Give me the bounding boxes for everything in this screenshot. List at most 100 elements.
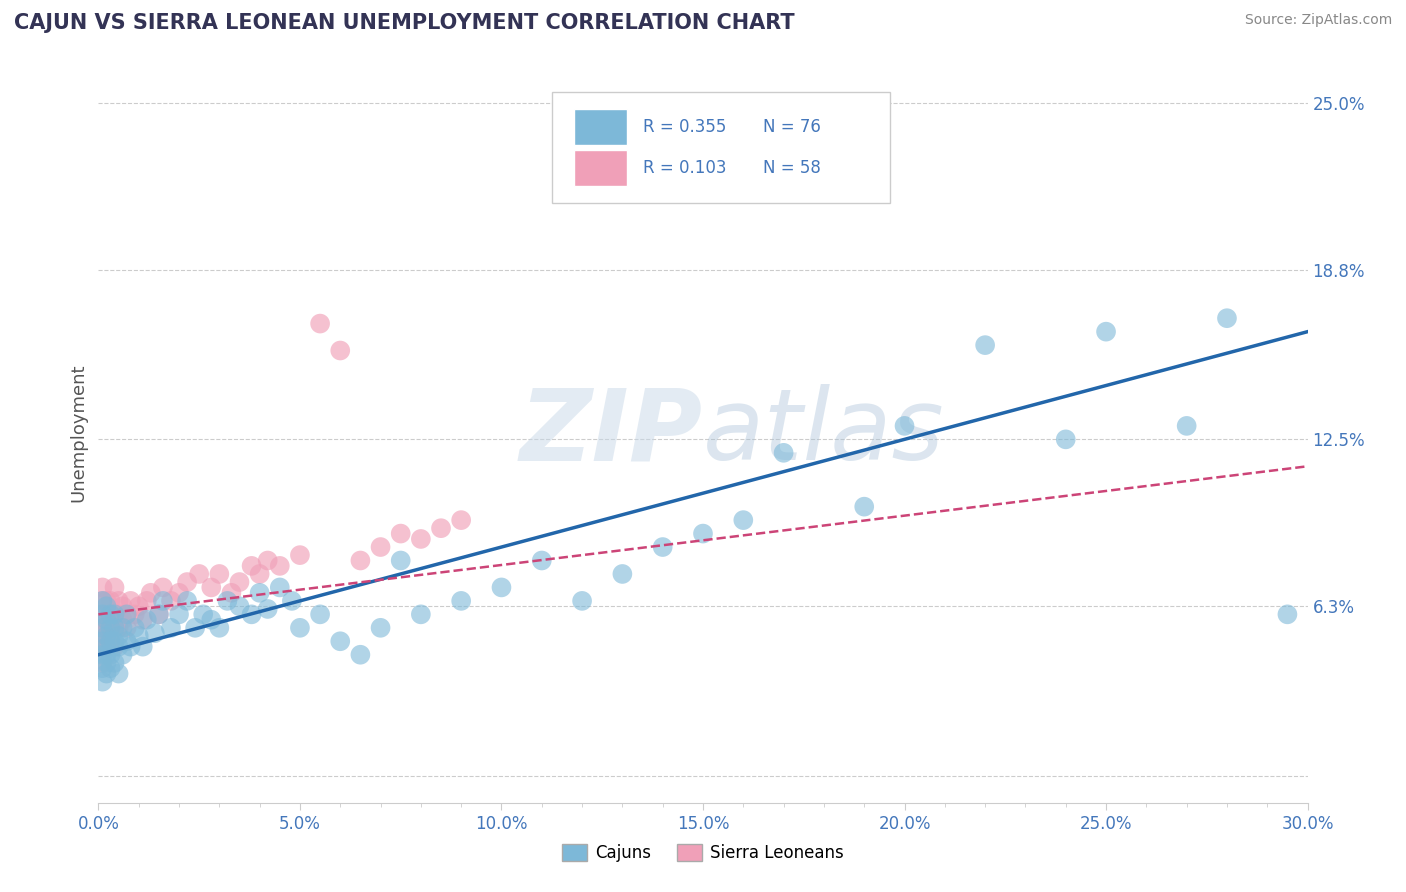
FancyBboxPatch shape — [574, 150, 627, 186]
Cajuns — [651, 540, 673, 554]
Sierra Leoneans — [430, 521, 453, 535]
Cajuns — [96, 599, 118, 614]
Sierra Leoneans — [288, 548, 311, 562]
Sierra Leoneans — [329, 343, 352, 358]
Sierra Leoneans — [103, 640, 125, 654]
Cajuns — [107, 666, 129, 681]
Cajuns — [571, 594, 593, 608]
Cajuns — [135, 613, 157, 627]
Cajuns — [100, 661, 122, 675]
Cajuns — [100, 634, 122, 648]
Cajuns — [228, 599, 250, 614]
Sierra Leoneans — [221, 586, 243, 600]
Cajuns — [1277, 607, 1299, 622]
Cajuns — [91, 607, 114, 622]
Sierra Leoneans — [91, 656, 114, 670]
Sierra Leoneans — [91, 607, 114, 622]
Sierra Leoneans — [208, 566, 231, 581]
Sierra Leoneans — [100, 634, 122, 648]
Cajuns — [450, 594, 472, 608]
Cajuns — [329, 634, 352, 648]
Cajuns — [103, 634, 125, 648]
Sierra Leoneans — [309, 317, 332, 331]
Cajuns — [893, 418, 915, 433]
Cajuns — [143, 626, 166, 640]
Text: N = 58: N = 58 — [763, 159, 821, 177]
Cajuns — [100, 621, 122, 635]
Cajuns — [491, 581, 513, 595]
Cajuns — [96, 613, 118, 627]
Sierra Leoneans — [100, 594, 122, 608]
Cajuns — [208, 621, 231, 635]
Sierra Leoneans — [148, 607, 170, 622]
Sierra Leoneans — [107, 594, 129, 608]
Cajuns — [974, 338, 997, 352]
Cajuns — [288, 621, 311, 635]
Sierra Leoneans — [115, 621, 138, 635]
Sierra Leoneans — [132, 613, 155, 627]
Text: R = 0.355: R = 0.355 — [643, 118, 725, 136]
Cajuns — [530, 553, 553, 567]
Text: N = 76: N = 76 — [763, 118, 821, 136]
Cajuns — [91, 648, 114, 662]
Cajuns — [148, 607, 170, 622]
Cajuns — [96, 656, 118, 670]
Cajuns — [349, 648, 371, 662]
Cajuns — [1216, 311, 1239, 326]
Sierra Leoneans — [96, 621, 118, 635]
Sierra Leoneans — [96, 594, 118, 608]
Sierra Leoneans — [200, 581, 222, 595]
Cajuns — [120, 640, 142, 654]
Sierra Leoneans — [139, 586, 162, 600]
Cajuns — [100, 648, 122, 662]
Cajuns — [128, 629, 150, 643]
Sierra Leoneans — [160, 594, 183, 608]
Sierra Leoneans — [96, 629, 118, 643]
Cajuns — [692, 526, 714, 541]
Text: Source: ZipAtlas.com: Source: ZipAtlas.com — [1244, 13, 1392, 28]
Sierra Leoneans — [135, 594, 157, 608]
Sierra Leoneans — [91, 621, 114, 635]
Cajuns — [132, 640, 155, 654]
Sierra Leoneans — [228, 575, 250, 590]
Cajuns — [612, 566, 634, 581]
Cajuns — [107, 629, 129, 643]
Sierra Leoneans — [103, 607, 125, 622]
Cajuns — [733, 513, 755, 527]
Cajuns — [107, 640, 129, 654]
Cajuns — [96, 640, 118, 654]
Cajuns — [281, 594, 304, 608]
Y-axis label: Unemployment: Unemployment — [69, 363, 87, 502]
Text: R = 0.103: R = 0.103 — [643, 159, 725, 177]
Cajuns — [111, 621, 134, 635]
Cajuns — [100, 607, 122, 622]
Cajuns — [103, 621, 125, 635]
Sierra Leoneans — [370, 540, 392, 554]
Text: ZIP: ZIP — [520, 384, 703, 481]
Sierra Leoneans — [91, 634, 114, 648]
Sierra Leoneans — [269, 558, 291, 573]
Cajuns — [115, 607, 138, 622]
Sierra Leoneans — [91, 594, 114, 608]
Cajuns — [217, 594, 239, 608]
Cajuns — [256, 602, 278, 616]
Text: atlas: atlas — [703, 384, 945, 481]
Sierra Leoneans — [349, 553, 371, 567]
Sierra Leoneans — [107, 607, 129, 622]
Cajuns — [269, 581, 291, 595]
Cajuns — [96, 629, 118, 643]
Sierra Leoneans — [120, 594, 142, 608]
Sierra Leoneans — [111, 613, 134, 627]
Sierra Leoneans — [409, 532, 432, 546]
Cajuns — [309, 607, 332, 622]
Cajuns — [124, 621, 146, 635]
Sierra Leoneans — [240, 558, 263, 573]
Cajuns — [167, 607, 190, 622]
Sierra Leoneans — [91, 640, 114, 654]
Cajuns — [160, 621, 183, 635]
Sierra Leoneans — [167, 586, 190, 600]
Sierra Leoneans — [450, 513, 472, 527]
Sierra Leoneans — [96, 640, 118, 654]
Sierra Leoneans — [128, 599, 150, 614]
Sierra Leoneans — [91, 581, 114, 595]
